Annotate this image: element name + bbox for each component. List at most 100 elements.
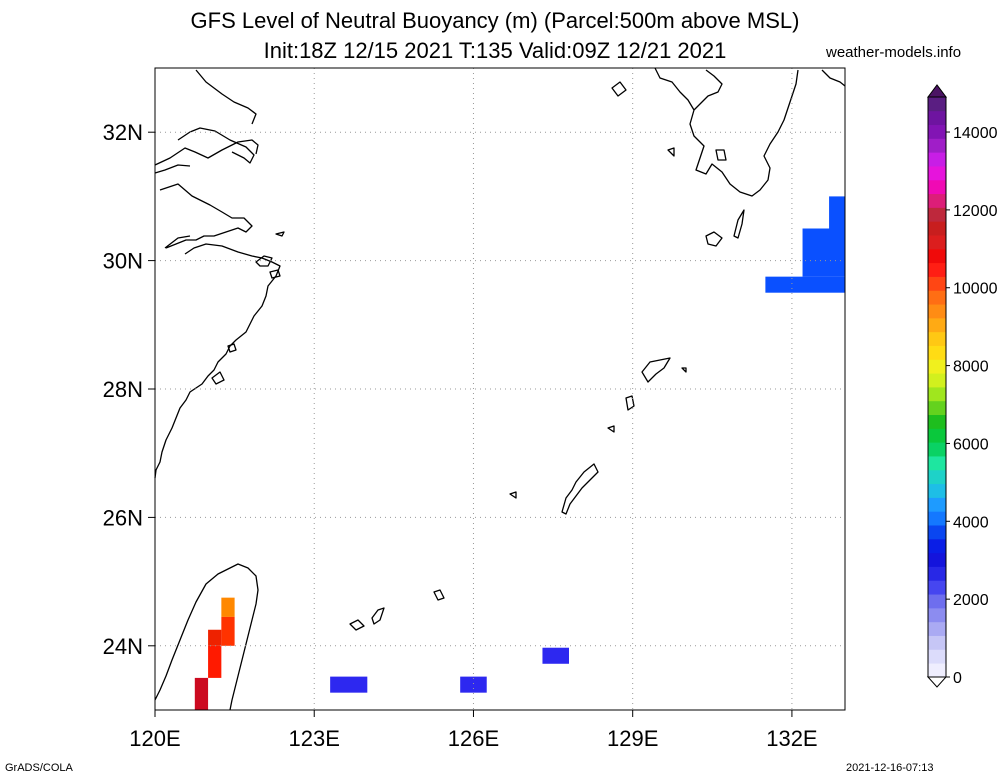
y-tick-label: 30N — [103, 249, 143, 274]
field-layer — [194, 196, 845, 710]
colorbar-swatch — [928, 483, 946, 498]
map-title-line1: GFS Level of Neutral Buoyancy (m) (Parce… — [190, 8, 800, 33]
x-tick-label: 123E — [289, 726, 340, 751]
colorbar-swatch — [928, 621, 946, 636]
field-cell-5 — [460, 676, 487, 693]
island-coast-2 — [227, 343, 237, 353]
colorbar-label: 4000 — [953, 514, 989, 531]
footer-software-label: GrADS/COLA — [5, 762, 73, 774]
colorbar-swatch — [928, 97, 946, 112]
colorbar-swatch — [928, 456, 946, 471]
colorbar-swatch — [928, 179, 946, 195]
colorbar-swatch — [928, 469, 946, 485]
island-amami — [641, 357, 671, 383]
island-tokunoshima — [625, 395, 635, 411]
x-axis: 120E 123E 126E 129E 132E — [129, 710, 818, 751]
colorbar-swatch — [928, 373, 946, 388]
field-cell-0 — [765, 276, 845, 293]
y-axis: 24N 26N 28N 30N 32N — [103, 120, 155, 659]
colorbar-swatch — [928, 387, 946, 402]
colorbar-swatch — [928, 649, 946, 664]
island-zhoushan-3 — [275, 231, 285, 237]
colorbar-label: 2000 — [953, 592, 989, 609]
colorbar-swatch — [928, 359, 946, 374]
island-coast-1 — [211, 371, 225, 385]
colorbar-swatch — [928, 497, 946, 512]
island-zhoushan-1 — [255, 255, 273, 267]
colorbar-swatch — [928, 538, 946, 554]
colorbar-swatch — [928, 124, 946, 139]
colorbar-bottom-arrow — [926, 676, 948, 688]
y-tick-label: 26N — [103, 505, 143, 530]
island-kikai — [681, 367, 687, 373]
footer-timestamp: 2021-12-16-07:13 — [846, 762, 934, 774]
colorbar-swatch — [928, 607, 946, 623]
colorbar-label: 10000 — [953, 281, 998, 298]
field-cell-4 — [330, 676, 368, 693]
field-cell-10 — [194, 677, 209, 710]
island-okinoerabu — [607, 425, 615, 433]
colorbar-swatch — [928, 193, 946, 208]
colorbar-swatch — [928, 414, 946, 429]
colorbar-top-arrow — [927, 84, 947, 98]
colorbar-frame — [927, 96, 947, 678]
island-kyushu-west-1 — [611, 81, 627, 97]
x-tick-label: 126E — [448, 726, 499, 751]
island-miyako — [433, 589, 445, 601]
field-cell-3 — [542, 647, 569, 664]
colorbar-swatch — [928, 345, 946, 360]
colorbar-swatch — [928, 262, 946, 277]
island-yakushima — [705, 231, 723, 247]
island-kyushu-west-2 — [667, 147, 675, 157]
field-cell-6 — [221, 597, 235, 617]
site-watermark: weather-models.info — [826, 44, 962, 61]
colorbar-swatch — [928, 248, 946, 264]
colorbar-swatch — [928, 304, 946, 319]
field-cell-7 — [221, 616, 235, 646]
island-kerama — [509, 491, 517, 499]
colorbar-swatch — [928, 166, 946, 181]
x-tick-label: 129E — [607, 726, 658, 751]
colorbar-swatch — [928, 566, 946, 581]
island-ishigaki — [371, 607, 385, 625]
colorbar-swatch — [928, 663, 946, 678]
island-zhoushan-2 — [269, 269, 281, 279]
colorbar-swatch — [928, 221, 946, 236]
colorbar: 0 2000 4000 6000 8000 10000 12000 14000 — [926, 84, 998, 688]
x-tick-label: 120E — [129, 726, 180, 751]
colorbar-swatch — [928, 580, 946, 595]
colorbar-swatch — [928, 552, 946, 567]
colorbar-swatch — [928, 152, 946, 167]
graticule-layer — [154, 68, 845, 710]
y-tick-label: 24N — [103, 634, 143, 659]
y-tick-label: 32N — [103, 120, 143, 145]
colorbar-swatch — [928, 207, 946, 222]
colorbar-swatch — [928, 331, 946, 346]
x-tick-label: 132E — [766, 726, 817, 751]
map-title-line2: Init:18Z 12/15 2021 T:135 Valid:09Z 12/2… — [263, 38, 727, 63]
colorbar-swatch — [928, 428, 946, 443]
island-tanegashima — [733, 209, 745, 239]
colorbar-swatch — [928, 594, 946, 609]
colorbar-label: 12000 — [953, 203, 998, 220]
coastline-kyushu — [654, 67, 846, 197]
field-cell-2 — [829, 196, 845, 229]
colorbar-swatch — [928, 635, 946, 650]
colorbar-label: 0 — [953, 670, 962, 687]
coastline-layer — [154, 67, 846, 711]
island-kyushu-west-3 — [715, 149, 727, 161]
colorbar-swatch — [928, 138, 946, 153]
colorbar-swatch — [928, 110, 946, 126]
colorbar-swatch — [928, 511, 946, 526]
colorbar-label: 6000 — [953, 436, 989, 453]
island-okinawa — [561, 463, 599, 515]
colorbar-swatch — [928, 525, 946, 540]
coastline-taiwan — [154, 563, 259, 711]
colorbar-swatch — [928, 235, 946, 250]
colorbar-swatch — [928, 276, 946, 291]
island-iriomote — [349, 619, 365, 631]
colorbar-label: 14000 — [953, 125, 998, 142]
field-cell-8 — [208, 629, 222, 646]
colorbar-swatch — [928, 442, 946, 457]
colorbar-swatch — [928, 400, 946, 416]
